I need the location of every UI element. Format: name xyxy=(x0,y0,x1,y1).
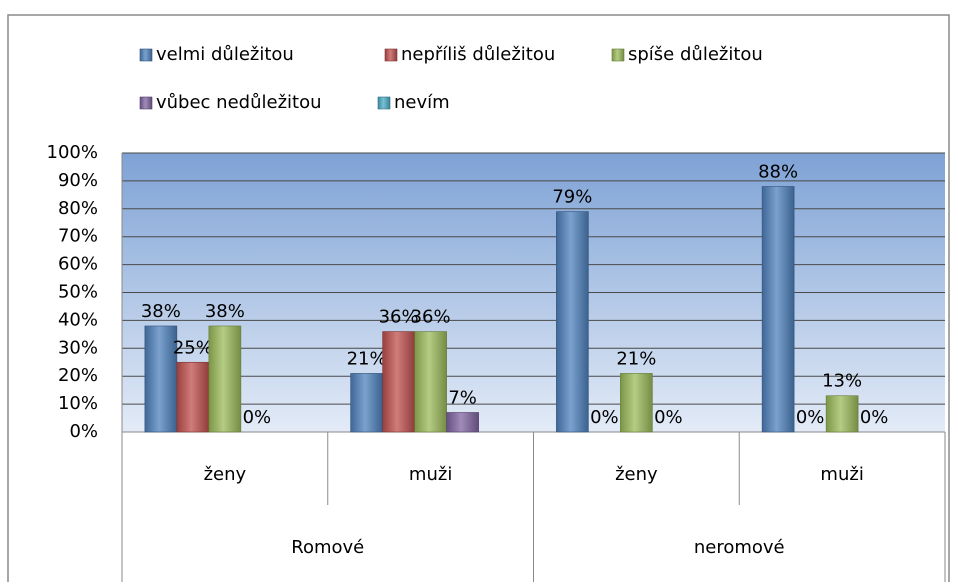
legend-swatch xyxy=(377,96,391,110)
legend-swatch xyxy=(139,96,153,110)
bar xyxy=(208,325,242,433)
y-tick-label: 100% xyxy=(47,142,98,163)
y-tick-label: 40% xyxy=(58,309,98,330)
x-group-label: Romové xyxy=(291,537,364,558)
data-label: 21% xyxy=(616,348,656,369)
x-tick-label: muži xyxy=(409,464,452,485)
data-label: 0% xyxy=(654,407,683,428)
data-label: 36% xyxy=(379,307,419,328)
x-tick-label: ženy xyxy=(615,464,658,485)
data-label: 25% xyxy=(173,337,213,358)
y-tick-label: 30% xyxy=(58,337,98,358)
bar xyxy=(446,412,479,433)
bar xyxy=(176,361,210,433)
bar xyxy=(556,211,589,433)
legend-label: spíše důležitou xyxy=(628,44,763,65)
legend-swatch xyxy=(139,48,153,62)
legend-label: velmi důležitou xyxy=(156,44,294,65)
y-tick-label: 70% xyxy=(58,226,98,247)
legend-label: nevím xyxy=(394,92,450,113)
data-label: 79% xyxy=(552,187,592,208)
legend-label: vůbec nedůležitou xyxy=(156,92,322,113)
data-label: 7% xyxy=(448,387,477,408)
data-label: 21% xyxy=(347,348,387,369)
bar xyxy=(825,395,859,433)
bar xyxy=(382,331,415,433)
data-label: 38% xyxy=(141,301,181,322)
x-tick-label: ženy xyxy=(204,464,247,485)
data-label: 0% xyxy=(796,407,825,428)
y-tick-label: 0% xyxy=(69,421,98,442)
y-tick-label: 80% xyxy=(58,198,98,219)
data-label: 88% xyxy=(758,161,798,182)
legend-swatch xyxy=(384,48,398,62)
data-label: 0% xyxy=(590,407,619,428)
y-tick-label: 20% xyxy=(58,365,98,386)
data-label: 38% xyxy=(205,301,245,322)
x-tick-label: muži xyxy=(820,464,863,485)
x-group-label: neromové xyxy=(694,537,785,558)
bar xyxy=(350,373,383,433)
legend-swatch xyxy=(611,48,625,62)
y-tick-label: 90% xyxy=(58,170,98,191)
y-tick-label: 50% xyxy=(58,282,98,303)
bar xyxy=(761,186,795,433)
data-label: 13% xyxy=(822,371,862,392)
bar xyxy=(620,373,653,433)
legend-label: nepříliš důležitou xyxy=(401,44,555,65)
data-label: 0% xyxy=(243,407,272,428)
y-tick-label: 60% xyxy=(58,254,98,275)
data-label: 0% xyxy=(860,407,889,428)
y-tick-label: 10% xyxy=(58,393,98,414)
data-label: 36% xyxy=(411,307,451,328)
bar xyxy=(414,331,447,433)
